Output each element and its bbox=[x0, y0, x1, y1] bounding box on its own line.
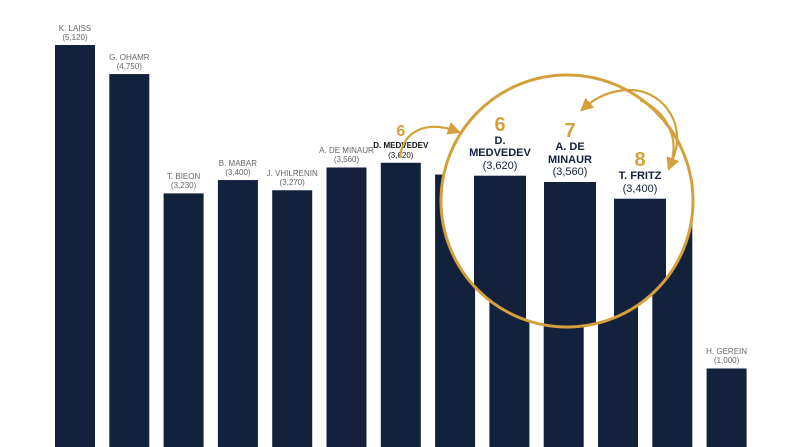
bar bbox=[326, 167, 367, 447]
bar bbox=[109, 74, 150, 447]
value-label: (3,270) bbox=[279, 178, 305, 188]
value-label: (3,400) bbox=[225, 167, 251, 177]
category-label: H. GEREIN bbox=[706, 347, 748, 357]
main-bars: K. LAISS(5,120)G. OHAMR(4,750)T. BIEON(3… bbox=[55, 23, 748, 447]
bar bbox=[55, 45, 95, 447]
category-label: B. MABAR bbox=[218, 158, 257, 168]
category-label: J. VHILRENIN bbox=[266, 168, 318, 178]
bar bbox=[380, 162, 421, 447]
bar-label: B. MABAR(3,400) bbox=[218, 158, 257, 177]
bar bbox=[706, 368, 747, 447]
category-label: K. LAISS bbox=[58, 23, 92, 33]
category-label: T. FRITZ bbox=[618, 170, 662, 183]
magnified-label: 8T. FRITZ(3,400) bbox=[618, 149, 662, 196]
value-label: (3,400) bbox=[622, 183, 658, 196]
category-label: D. MEDVEDEV bbox=[373, 141, 429, 151]
rank-label: 7 bbox=[564, 120, 576, 143]
bar-label: T. BIEON(3,230) bbox=[166, 172, 201, 191]
bar-label: G. OHAMR(4,750) bbox=[109, 52, 150, 71]
rank-label: 6 bbox=[494, 113, 506, 136]
arrow bbox=[639, 98, 679, 171]
magnifier-labels: 6D. MEDVEDEV(3,620) 7A. DE MINAUR(3,560) 8… bbox=[469, 113, 662, 196]
category-label: D. MEDVEDEV bbox=[469, 134, 531, 160]
value-label: (3,230) bbox=[170, 181, 197, 191]
rank-label: 6 bbox=[396, 123, 406, 140]
bar-label: A. DE MINAUR(3,560) bbox=[319, 146, 374, 165]
magnifier-bars bbox=[474, 175, 666, 327]
magnified-label: 6D. MEDVEDEV(3,620) bbox=[469, 113, 531, 173]
category-label: A. DE MINAUR bbox=[319, 146, 374, 156]
bar bbox=[272, 190, 313, 447]
value-label: (3,560) bbox=[333, 155, 360, 165]
bar bbox=[163, 193, 204, 447]
bar-label: K. LAISS(5,120) bbox=[58, 23, 92, 42]
bar bbox=[217, 180, 258, 447]
magnified-label: 7A. DE MINAUR(3,560) bbox=[548, 120, 592, 179]
category-label: G. OHAMR bbox=[109, 52, 150, 62]
value-label: (3,620) bbox=[482, 160, 518, 173]
magnifier-ring bbox=[439, 73, 695, 329]
bar-label: J. VHILRENIN(3,270) bbox=[266, 168, 318, 188]
rank-label: 8 bbox=[634, 149, 646, 172]
category-label: A. DE MINAUR bbox=[548, 141, 592, 166]
bar-label: H. GEREIN(1,000) bbox=[706, 347, 748, 366]
arrow bbox=[580, 88, 679, 169]
magnified-bar bbox=[544, 181, 596, 327]
arrow bbox=[398, 122, 461, 159]
value-label: (1,000) bbox=[713, 356, 740, 366]
category-label: T. BIEON bbox=[166, 172, 201, 182]
value-label: (5,120) bbox=[62, 32, 88, 42]
value-label: (3,560) bbox=[552, 166, 588, 179]
value-label: (4,750) bbox=[116, 61, 142, 71]
